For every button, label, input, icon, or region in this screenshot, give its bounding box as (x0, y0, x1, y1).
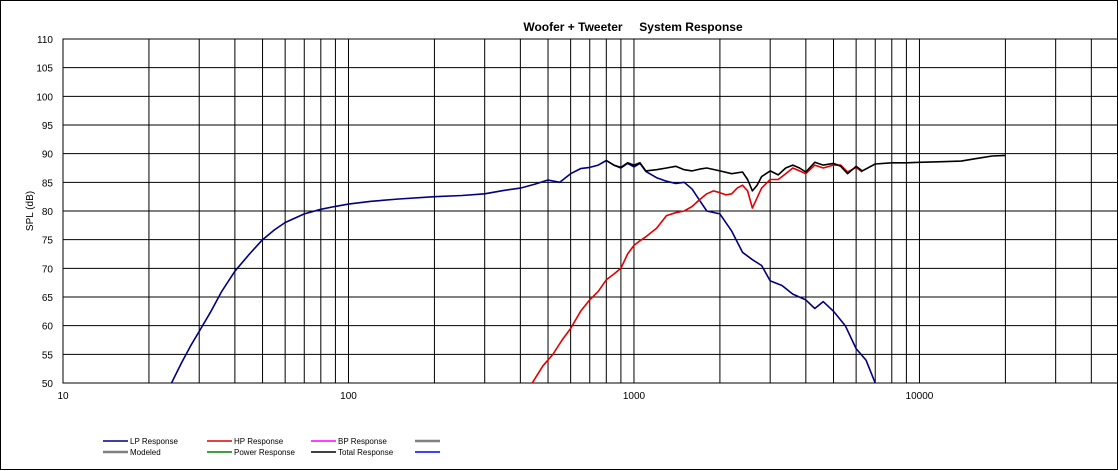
legend: LP Response HP Response BP Response Modeled… (103, 437, 440, 457)
series-line-total-response (605, 154, 1006, 192)
grid (62, 38, 1118, 384)
y-tick-label-85: 85 (42, 178, 54, 189)
y-tick-label-70: 70 (42, 264, 54, 275)
legend-label-hp-response: HP Response (234, 437, 284, 446)
y-tick-label-90: 90 (42, 150, 54, 161)
y-tick-label-60: 60 (42, 322, 54, 333)
y-tick-label-95: 95 (42, 121, 54, 132)
series-line-hp-response (531, 164, 863, 384)
y-tick-label-75: 75 (42, 236, 54, 247)
y-tick-label-100: 100 (36, 92, 53, 103)
chart-title: Woofer + Tweeter System Response (523, 20, 743, 34)
y-tick-label-80: 80 (42, 207, 54, 218)
series-lines (170, 154, 1006, 384)
y-tick-label-110: 110 (37, 35, 53, 46)
y-tick-label-105: 105 (36, 64, 53, 75)
x-tick-label-10: 10 (57, 391, 69, 402)
legend-label-total-response: Total Response (338, 448, 394, 457)
legend-label-lp-response: LP Response (130, 437, 178, 446)
legend-label-bp-response: BP Response (338, 437, 387, 446)
y-axis-label: SPL (dB) (25, 191, 36, 231)
y-tick-label-55: 55 (42, 350, 54, 361)
x-tick-label-10000: 10000 (906, 391, 934, 402)
y-tick-label-50: 50 (42, 379, 54, 390)
legend-label-power-response: Power Response (234, 448, 295, 457)
series-line-lp-response (170, 159, 876, 384)
x-tick-label-100: 100 (340, 391, 357, 402)
x-tick-label-1000: 1000 (623, 391, 646, 402)
plot-area-border (62, 38, 1118, 384)
axis-ticks: 50 55 60 65 70 75 80 85 90 95 100 105 110 10 100 1000 10… (36, 35, 933, 402)
y-tick-label-65: 65 (42, 293, 54, 304)
legend-label-modeled: Modeled (130, 448, 161, 457)
